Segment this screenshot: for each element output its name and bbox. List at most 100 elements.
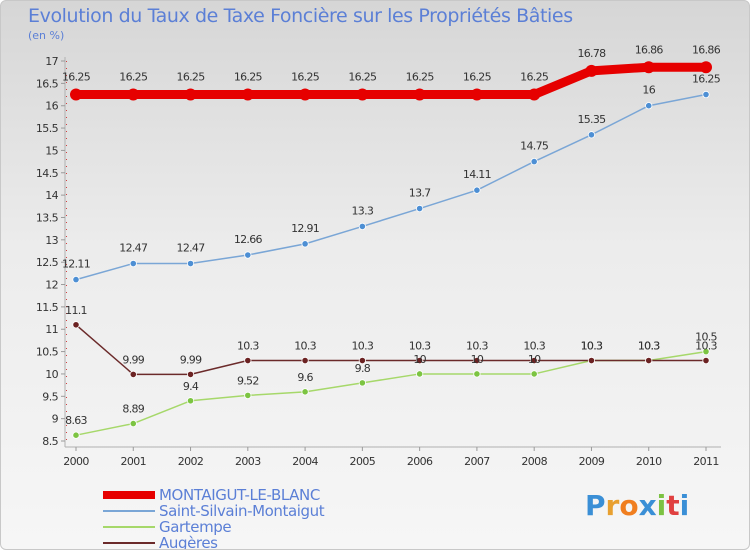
- data-label: 16.25: [692, 73, 721, 86]
- data-label: 16.25: [119, 71, 148, 84]
- data-label: 10.3: [638, 340, 660, 353]
- data-label: 16.25: [62, 71, 91, 84]
- data-label: 9.4: [183, 380, 199, 393]
- data-label: 9.99: [122, 353, 144, 366]
- y-tick-label: 16.5: [36, 77, 59, 90]
- x-tick-label: 2007: [464, 455, 490, 468]
- data-label: 12.47: [119, 242, 148, 255]
- data-point: [244, 356, 252, 365]
- data-label: 12.66: [234, 233, 263, 246]
- y-tick-label: 14.5: [36, 167, 59, 180]
- data-label: 10.5: [695, 331, 717, 344]
- data-point: [186, 370, 195, 378]
- data-point: [702, 347, 710, 356]
- legend-item: Gartempe: [103, 518, 324, 536]
- chart-title: Evolution du Taux de Taxe Foncière sur l…: [28, 5, 573, 27]
- legend-swatch: [103, 510, 155, 512]
- data-point: [645, 356, 653, 365]
- data-label: 16.25: [291, 71, 320, 84]
- legend: MONTAIGUT-LE-BLANC Saint-Silvain-Montaigu…: [103, 486, 325, 549]
- data-point: [585, 64, 598, 77]
- data-label: 11.1: [65, 304, 87, 317]
- data-point: [530, 356, 538, 365]
- x-tick-label: 2003: [235, 455, 261, 468]
- data-point: [356, 88, 369, 101]
- x-tick-label: 2000: [63, 455, 89, 468]
- data-label: 16.25: [177, 71, 206, 84]
- x-tick-label: 2010: [636, 455, 662, 468]
- data-point: [702, 90, 710, 99]
- data-point: [358, 356, 366, 365]
- data-label: 16.25: [406, 71, 435, 84]
- data-label: 10.3: [523, 340, 545, 353]
- data-point: [184, 88, 197, 101]
- data-label: 10: [471, 353, 484, 366]
- data-point: [700, 61, 712, 74]
- y-tick-label: 10: [45, 368, 58, 381]
- legend-swatch: [103, 542, 155, 544]
- data-label: 9.99: [180, 353, 202, 366]
- y-tick-label: 11.5: [36, 301, 59, 314]
- data-label: 10.3: [638, 340, 660, 353]
- y-tick-label: 12.5: [36, 256, 59, 269]
- data-label: 14.11: [463, 168, 491, 181]
- y-tick-label: 14: [45, 189, 58, 202]
- data-point: [72, 431, 80, 439]
- data-point: [301, 240, 309, 248]
- x-tick-label: 2001: [120, 455, 146, 468]
- data-point: [299, 88, 312, 101]
- data-point: [70, 88, 82, 101]
- unit-label: (en %): [28, 29, 65, 42]
- data-label: 12.91: [291, 222, 319, 235]
- data-label: 13.7: [409, 187, 431, 200]
- data-label: 10.3: [695, 340, 717, 353]
- series-line: [75, 324, 707, 376]
- data-point: [473, 370, 481, 378]
- data-point: [186, 397, 195, 405]
- data-label: 10.3: [581, 340, 603, 353]
- series-line: [75, 93, 707, 281]
- data-label: 13.3: [352, 204, 374, 217]
- data-point: [416, 204, 424, 213]
- legend-label: MONTAIGUT-LE-BLANC: [159, 486, 320, 504]
- data-label: 8.89: [122, 403, 144, 416]
- data-label: 16.25: [463, 71, 492, 84]
- y-tick-label: 9: [52, 413, 59, 426]
- data-point: [129, 259, 137, 268]
- data-point: [72, 276, 80, 284]
- data-label: 10.3: [352, 340, 374, 353]
- data-point: [72, 321, 80, 329]
- series-line: [75, 350, 707, 436]
- data-point: [645, 102, 653, 110]
- data-point: [473, 186, 481, 194]
- y-tick-label: 17: [45, 55, 58, 68]
- y-tick-label: 11: [45, 323, 58, 336]
- data-point: [587, 356, 596, 365]
- legend-swatch: [103, 526, 155, 528]
- data-label: 10.3: [581, 340, 603, 353]
- data-label: 12.11: [62, 258, 90, 271]
- data-label: 16.86: [635, 43, 664, 56]
- data-label: 9.52: [237, 374, 259, 387]
- data-label: 9.8: [355, 362, 371, 375]
- data-point: [413, 88, 426, 101]
- data-label: 16: [642, 84, 655, 97]
- data-point: [358, 222, 366, 231]
- x-tick-label: 2006: [407, 455, 433, 468]
- data-point: [587, 131, 596, 139]
- y-tick-label: 9.5: [42, 390, 58, 403]
- y-tick-label: 13.5: [36, 211, 59, 224]
- data-label: 16.86: [692, 43, 721, 56]
- legend-item: MONTAIGUT-LE-BLANC: [103, 486, 324, 504]
- data-point: [127, 88, 140, 101]
- y-tick-label: 15.5: [36, 122, 59, 135]
- legend-item: Saint-Silvain-Montaigut: [103, 502, 325, 520]
- data-point: [301, 356, 309, 365]
- data-point: [470, 88, 483, 101]
- x-tick-label: 2011: [693, 455, 719, 468]
- x-tick-label: 2008: [521, 455, 547, 468]
- y-tick-label: 16: [45, 100, 58, 113]
- y-tick-label: 10.5: [36, 346, 59, 359]
- data-label: 12.47: [177, 242, 206, 255]
